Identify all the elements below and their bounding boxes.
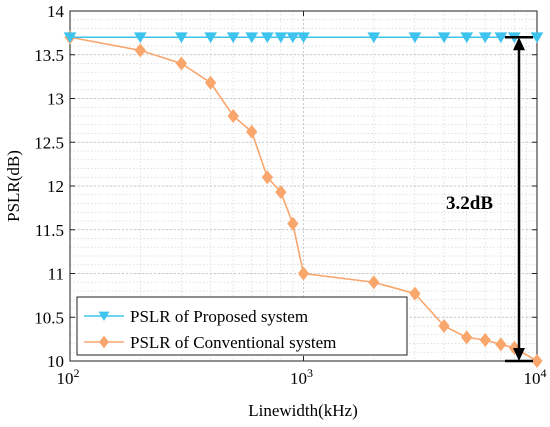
proposed-point bbox=[530, 32, 544, 44]
proposed-point bbox=[437, 32, 451, 44]
conventional-point bbox=[134, 43, 146, 58]
proposed-point bbox=[204, 32, 217, 44]
proposed-point bbox=[226, 32, 240, 44]
proposed-point bbox=[297, 32, 310, 44]
conventional-point bbox=[479, 332, 491, 348]
conventional-point bbox=[495, 337, 507, 352]
y-tick-label: 12 bbox=[47, 177, 64, 196]
proposed-point bbox=[260, 32, 274, 44]
annotation: 3.2dB bbox=[446, 36, 533, 363]
y-tick-label: 10.5 bbox=[34, 308, 64, 327]
legend-box bbox=[76, 296, 408, 356]
legend-marker-proposed bbox=[98, 311, 110, 321]
conventional-point bbox=[246, 124, 258, 139]
legend: PSLR of Proposed system PSLR of Conventi… bbox=[76, 296, 408, 356]
y-axis-ticks: 10 10.5 11 11.5 12 12.5 13 13.5 14 bbox=[34, 2, 537, 371]
y-tick-label: 13.5 bbox=[34, 46, 64, 65]
conventional-point bbox=[261, 170, 273, 185]
conventional-point bbox=[297, 266, 310, 281]
proposed-point bbox=[175, 32, 188, 44]
y-axis-label: PSLR(dB) bbox=[4, 150, 23, 222]
conventional-point bbox=[204, 75, 217, 90]
conventional-point bbox=[275, 185, 287, 200]
proposed-point bbox=[460, 32, 474, 44]
legend-marker-conventional bbox=[99, 335, 109, 349]
annotation-label: 3.2dB bbox=[446, 193, 493, 214]
x-tick-label: 103 bbox=[290, 366, 313, 388]
proposed-point bbox=[133, 32, 147, 44]
x-tick-label: 102 bbox=[57, 366, 80, 388]
proposed-point bbox=[245, 32, 259, 44]
proposed-point bbox=[408, 32, 422, 44]
x-tick-label: 104 bbox=[524, 366, 547, 388]
y-tick-label: 10 bbox=[47, 352, 64, 371]
annotation-arrowhead-top bbox=[513, 37, 525, 51]
y-tick-label: 11 bbox=[48, 265, 64, 284]
conventional-point bbox=[175, 56, 188, 71]
x-axis-label: Linewidth(kHz) bbox=[248, 401, 358, 420]
conventional-point bbox=[461, 330, 473, 345]
legend-label-proposed: PSLR of Proposed system bbox=[130, 307, 308, 326]
proposed-point bbox=[274, 32, 288, 44]
x-axis-ticks: 102 103 104 bbox=[57, 11, 547, 388]
y-tick-label: 11.5 bbox=[35, 221, 64, 240]
conventional-point bbox=[227, 108, 239, 124]
proposed-point bbox=[63, 32, 77, 44]
legend-label-conventional: PSLR of Conventional system bbox=[130, 333, 336, 352]
proposed-point bbox=[286, 32, 300, 44]
y-tick-label: 13 bbox=[47, 90, 64, 109]
y-tick-label: 14 bbox=[47, 2, 65, 21]
conventional-point bbox=[287, 216, 299, 231]
proposed-point bbox=[367, 32, 381, 44]
y-tick-label: 12.5 bbox=[34, 133, 64, 152]
conventional-point bbox=[531, 353, 543, 369]
conventional-point bbox=[409, 286, 421, 301]
proposed-point bbox=[478, 32, 492, 44]
series bbox=[63, 30, 544, 369]
conventional-point bbox=[368, 275, 380, 290]
proposed-point bbox=[494, 32, 508, 44]
conventional-point bbox=[438, 318, 450, 334]
annotation-arrowhead-bottom bbox=[513, 348, 525, 361]
